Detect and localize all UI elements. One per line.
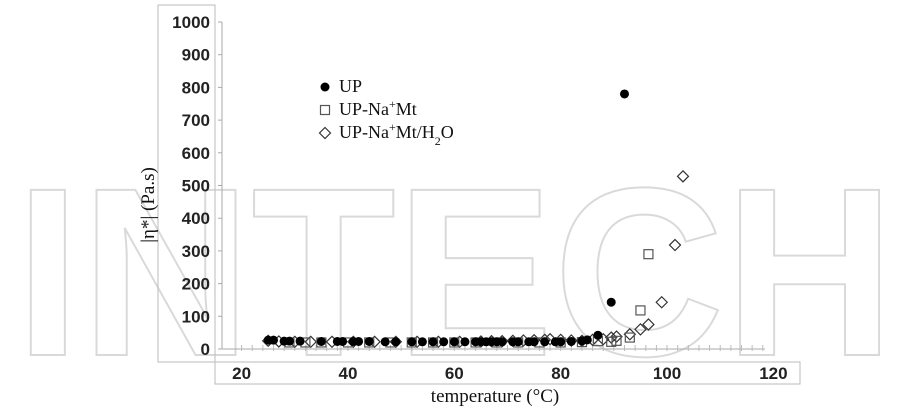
circle-point xyxy=(380,337,390,347)
y-axis-title: |η*| (Pa.s) xyxy=(138,167,159,243)
circle-point xyxy=(439,337,449,347)
y-tick-label: 800 xyxy=(182,78,210,97)
y-tick-label: 600 xyxy=(182,144,210,163)
x-tick-label: 60 xyxy=(445,364,464,383)
legend-marker xyxy=(318,126,332,140)
legend-label-part: UP-Na xyxy=(339,99,389,119)
legend-label: UP-Na+Mt xyxy=(339,97,417,119)
x-tick-label: 100 xyxy=(653,364,681,383)
circle-point xyxy=(417,337,427,347)
legend-label-part: 2 xyxy=(435,134,441,148)
diamond-point xyxy=(676,169,690,183)
legend-marker xyxy=(319,104,331,116)
x-tick-label: 40 xyxy=(338,364,357,383)
circle-point xyxy=(338,336,348,346)
series-0 xyxy=(263,89,629,347)
legend-label-part: UP-Na xyxy=(339,122,389,142)
y-tick-label: 300 xyxy=(182,242,210,261)
legend-label-part: O xyxy=(441,122,454,142)
legend-label-part: UP xyxy=(339,76,362,96)
square-point xyxy=(643,249,654,260)
diamond-point xyxy=(604,331,618,344)
diamond-point xyxy=(668,238,682,252)
legend-label-part: Mt xyxy=(396,99,417,119)
diamond-point xyxy=(610,330,623,343)
circle-point xyxy=(556,337,566,347)
x-axis-panel xyxy=(214,361,801,385)
y-tick-label: 700 xyxy=(182,111,210,130)
legend-label-part: Mt/H xyxy=(396,122,435,142)
legend-label: UP-Na+Mt/H2O xyxy=(339,120,454,148)
square-point xyxy=(611,335,622,346)
diamond-point xyxy=(543,332,557,346)
diamond-point xyxy=(655,295,669,309)
chart-frame: 0 100 200 300 400 500 600 700 800 900 1000 20 40 60 80… xyxy=(157,4,801,385)
circle-point xyxy=(295,336,305,346)
circle-point xyxy=(566,336,576,346)
circle-point xyxy=(449,337,459,347)
legend-label-part: + xyxy=(389,120,396,134)
y-tick-label: 200 xyxy=(182,275,210,294)
circle-point xyxy=(364,336,374,346)
y-tick-label: 0 xyxy=(201,340,210,359)
square-point xyxy=(606,336,617,347)
legend-label: UP xyxy=(339,76,362,96)
y-tick-label: 500 xyxy=(182,177,210,196)
circle-point xyxy=(428,337,438,347)
circle-point xyxy=(620,89,629,99)
circle-point xyxy=(606,297,616,307)
square-point xyxy=(624,332,635,343)
x-tick-label: 80 xyxy=(551,364,570,383)
diamond-point xyxy=(304,335,318,349)
y-axis-panel xyxy=(157,4,216,363)
x-tick-label: 120 xyxy=(759,364,787,383)
circle-point xyxy=(540,337,550,347)
circle-point xyxy=(582,335,592,345)
square-point xyxy=(635,305,646,316)
legend-box xyxy=(305,72,483,162)
circle-point xyxy=(460,337,470,347)
plot-area xyxy=(261,89,690,349)
diamond-point xyxy=(642,318,655,331)
legend-marker xyxy=(320,82,330,92)
circle-point xyxy=(593,330,603,340)
circle-point xyxy=(513,337,523,347)
y-tick-label: 900 xyxy=(182,46,210,65)
legend-label-part: + xyxy=(389,97,396,111)
circle-point xyxy=(529,337,539,347)
circle-point xyxy=(316,336,326,346)
y-tick-label: 400 xyxy=(182,209,210,228)
circle-point xyxy=(497,337,507,347)
y-tick-label: 100 xyxy=(182,307,210,326)
y-tick-label: 1000 xyxy=(172,13,210,32)
diamond-point xyxy=(623,327,637,341)
circle-point xyxy=(354,336,364,346)
diamond-point xyxy=(564,334,578,347)
circle-point xyxy=(391,337,401,347)
circle-point xyxy=(269,335,278,345)
circle-point xyxy=(407,337,417,347)
x-tick-label: 20 xyxy=(232,364,251,383)
circle-point xyxy=(284,336,294,346)
x-axis-title: temperature (°C) xyxy=(431,386,559,407)
diamond-point xyxy=(634,323,647,336)
